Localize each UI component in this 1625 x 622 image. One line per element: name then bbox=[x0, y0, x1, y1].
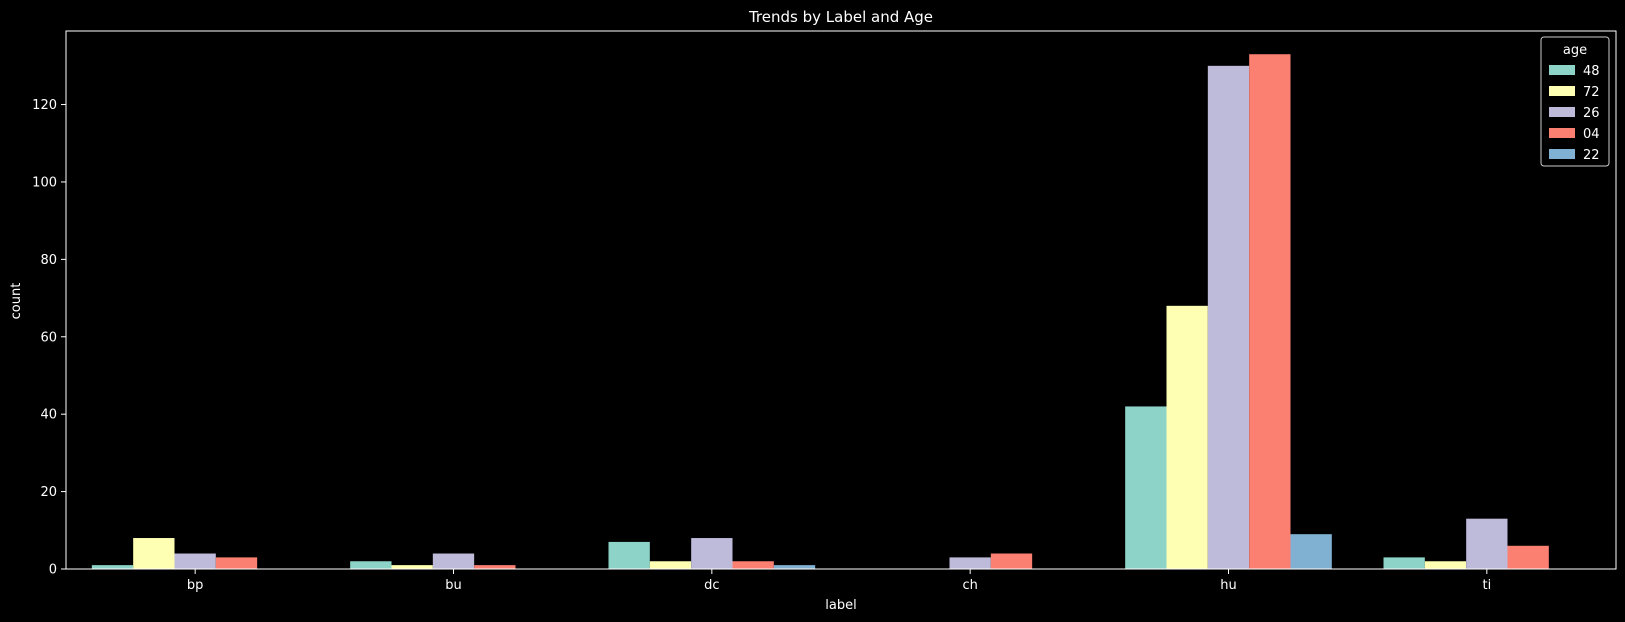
x-tick-label: hu bbox=[1220, 578, 1236, 593]
bar-bp-26 bbox=[174, 553, 216, 569]
x-tick-label: dc bbox=[704, 578, 719, 593]
bar-dc-48 bbox=[608, 541, 650, 569]
bar-bu-48 bbox=[350, 561, 392, 569]
chart-title: Trends by Label and Age bbox=[748, 8, 933, 26]
bar-bp-72 bbox=[133, 538, 175, 569]
legend-title: age bbox=[1563, 43, 1587, 58]
x-tick-label: bp bbox=[187, 578, 204, 593]
y-tick-label: 100 bbox=[32, 175, 57, 190]
bar-ti-04 bbox=[1507, 545, 1549, 569]
legend-label-22: 22 bbox=[1583, 148, 1600, 163]
y-tick-label: 80 bbox=[40, 253, 57, 268]
y-tick-label: 40 bbox=[40, 408, 57, 423]
bar-hu-72 bbox=[1166, 305, 1208, 569]
bar-dc-26 bbox=[691, 538, 733, 569]
y-tick-label: 0 bbox=[49, 563, 57, 578]
bar-ti-72 bbox=[1424, 561, 1467, 569]
bar-bu-72 bbox=[391, 565, 433, 569]
legend-label-04: 04 bbox=[1583, 127, 1600, 142]
x-axis-title: label bbox=[825, 598, 856, 613]
legend: age 48 72 26 04 22 bbox=[1540, 36, 1610, 167]
legend-swatch-72 bbox=[1549, 86, 1575, 96]
bars-layer bbox=[91, 54, 1549, 570]
bar-ti-48 bbox=[1383, 557, 1425, 569]
x-tick-label: ch bbox=[962, 578, 977, 593]
bar-hu-22 bbox=[1290, 534, 1332, 569]
bar-dc-22 bbox=[773, 565, 816, 569]
y-tick-label: 20 bbox=[40, 485, 57, 500]
x-tick-label: ti bbox=[1482, 578, 1491, 593]
x-tick-label: bu bbox=[445, 578, 462, 593]
bar-bp-04 bbox=[215, 557, 258, 569]
y-axis-title: count bbox=[9, 283, 24, 320]
bar-ch-04 bbox=[990, 553, 1033, 569]
plot-frame bbox=[65, 30, 1617, 570]
legend-label-26: 26 bbox=[1583, 106, 1600, 121]
bar-dc-04 bbox=[732, 561, 774, 569]
bar-bu-26 bbox=[432, 553, 475, 569]
legend-swatch-04 bbox=[1549, 128, 1575, 138]
y-tick-label: 120 bbox=[32, 98, 57, 113]
bar-ti-26 bbox=[1466, 518, 1508, 569]
bar-bu-04 bbox=[474, 565, 516, 569]
legend-swatch-22 bbox=[1549, 149, 1575, 159]
bar-ch-26 bbox=[949, 557, 991, 569]
bar-bp-48 bbox=[91, 565, 134, 569]
legend-label-72: 72 bbox=[1583, 85, 1600, 100]
y-tick-label: 60 bbox=[40, 330, 57, 345]
legend-swatch-26 bbox=[1549, 107, 1575, 117]
axes-layer: 0 20 40 60 80 100 120 bp bu dc ch hu ti bbox=[32, 30, 1617, 593]
bar-hu-26 bbox=[1207, 65, 1250, 569]
legend-label-48: 48 bbox=[1583, 64, 1600, 79]
bar-hu-04 bbox=[1249, 54, 1291, 570]
bar-hu-48 bbox=[1125, 406, 1167, 569]
bar-dc-72 bbox=[649, 561, 692, 569]
legend-swatch-48 bbox=[1549, 65, 1575, 75]
